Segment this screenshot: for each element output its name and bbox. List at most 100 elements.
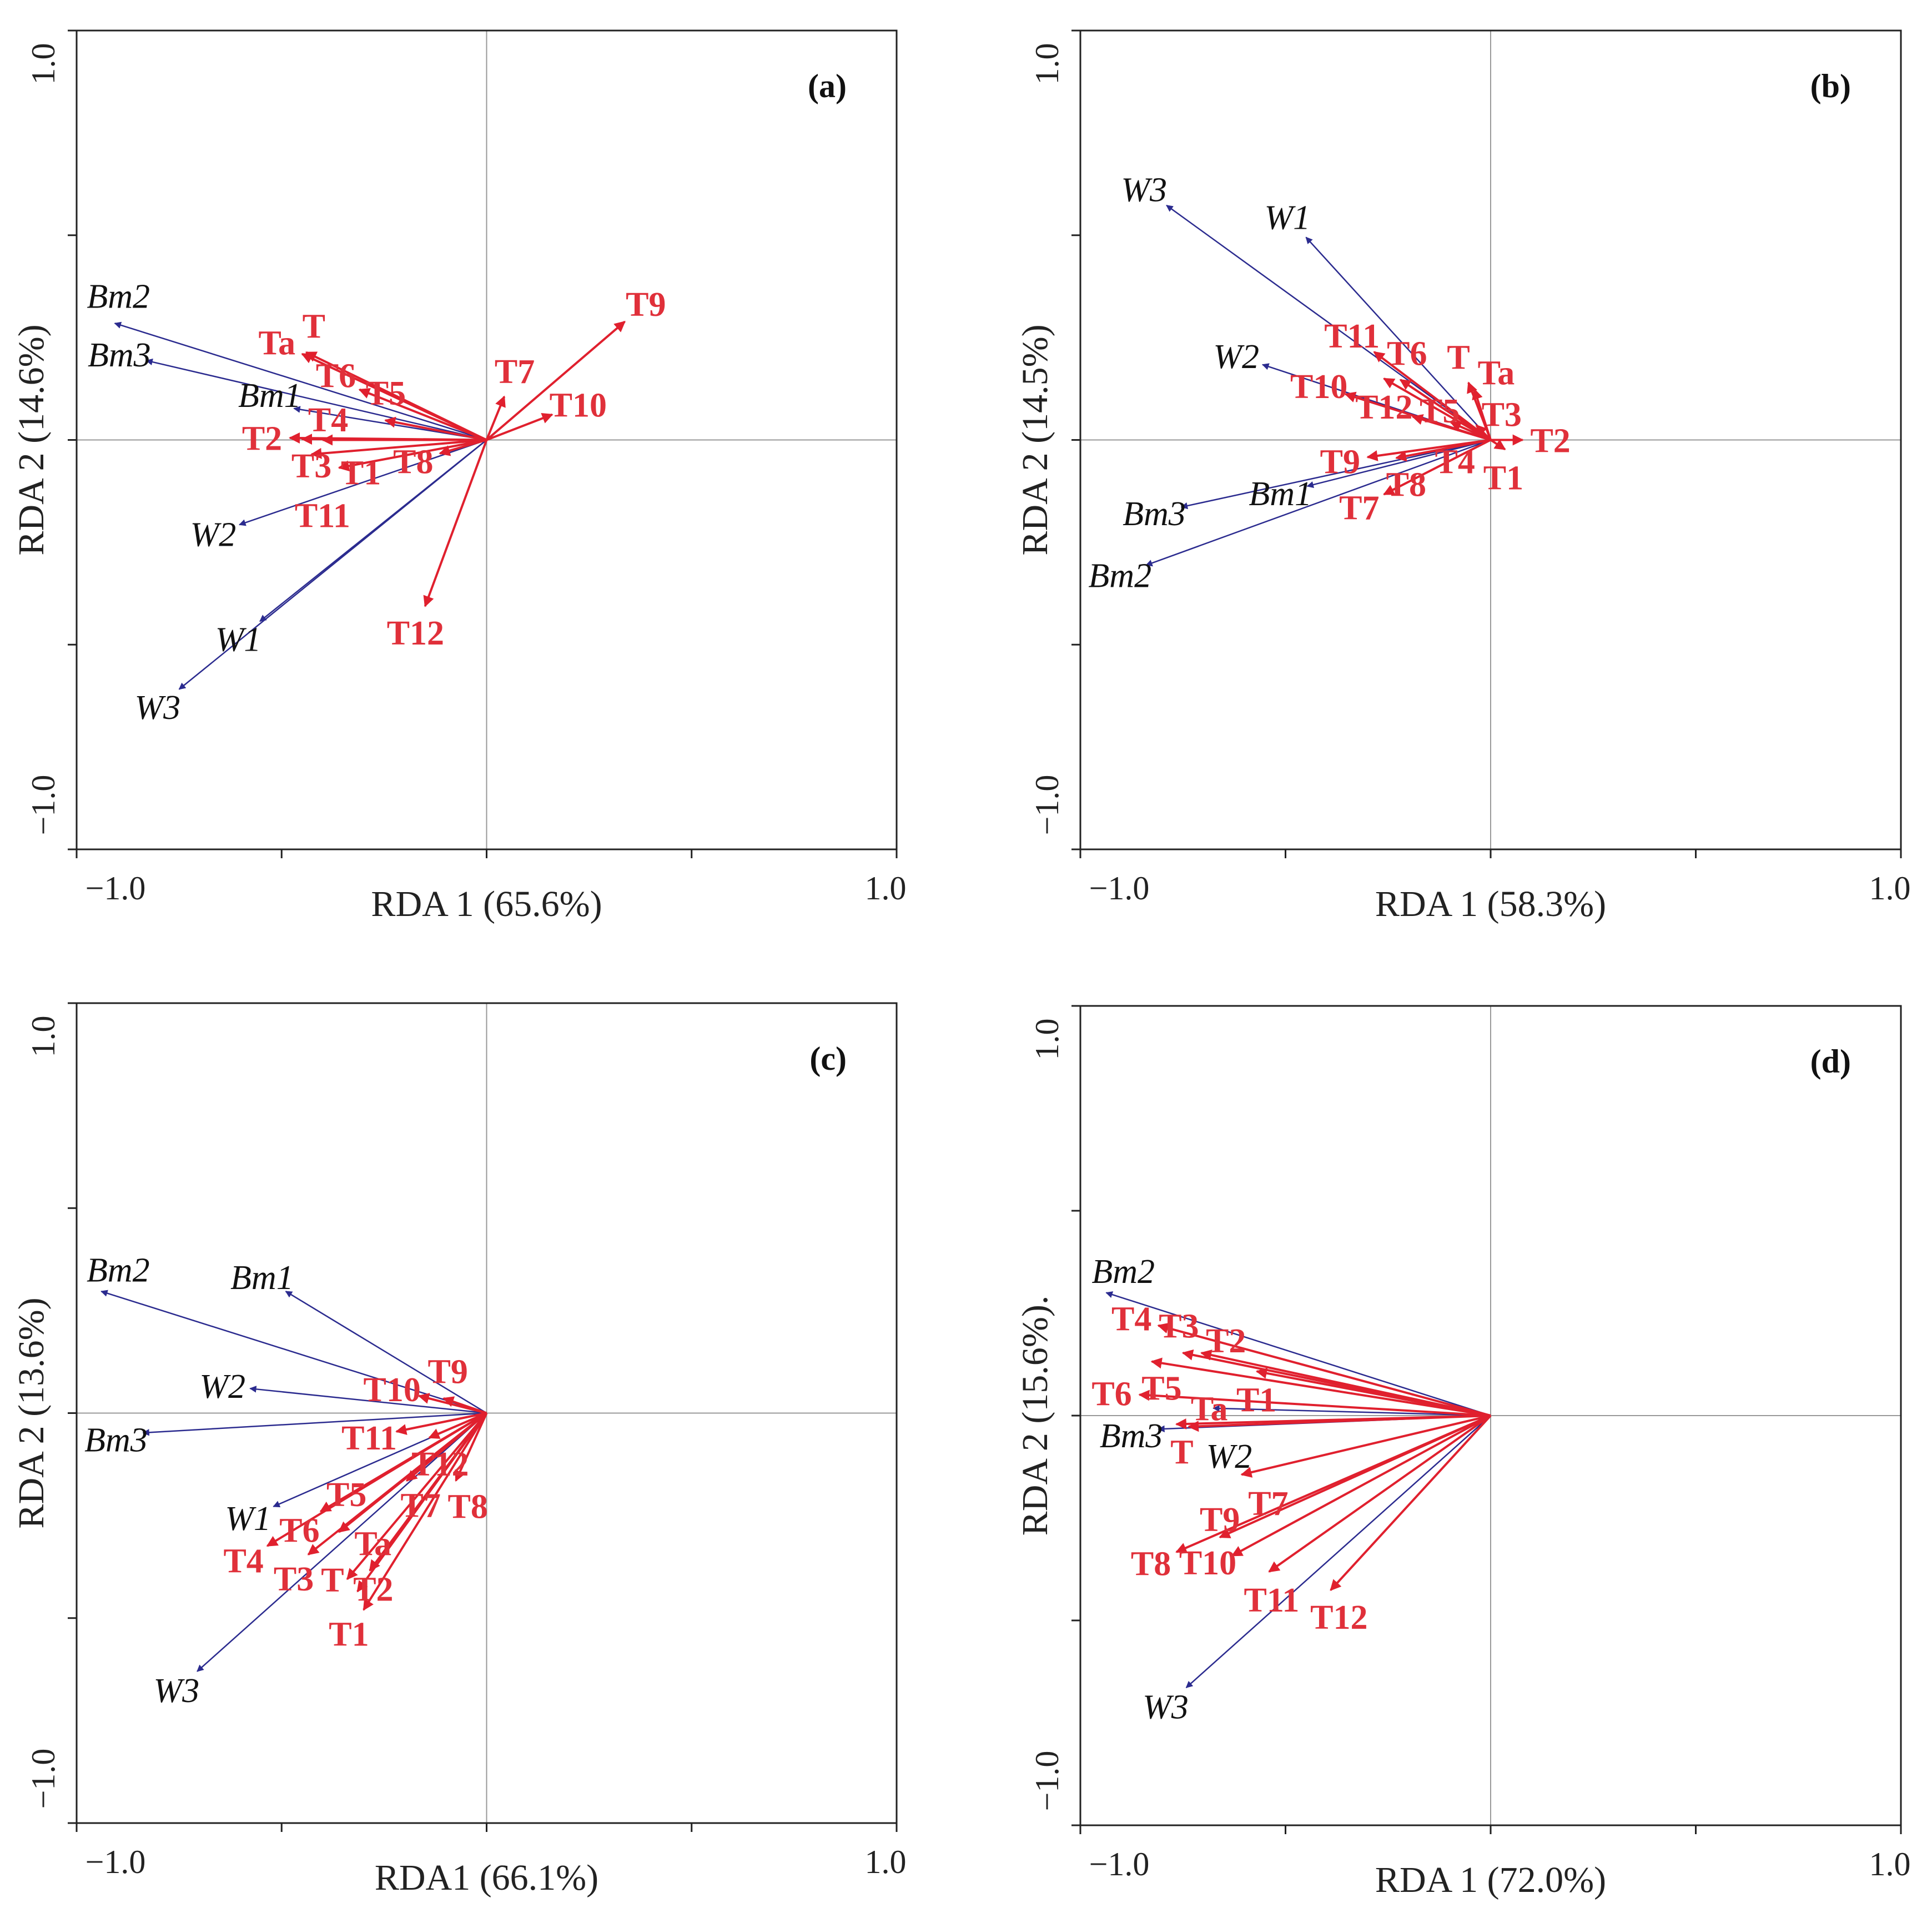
species-vector-t11 (395, 1412, 487, 1435)
x-tick-label: 1.0 (865, 1844, 907, 1880)
species-label-t10: T10 (1290, 368, 1347, 406)
species-label-t2: T2 (353, 1571, 393, 1609)
species-label-t10: T10 (364, 1371, 421, 1409)
species-vector-t3 (1181, 1349, 1491, 1417)
panel-letter: (d) (1810, 1043, 1851, 1080)
env-label-bm1: Bm1 (238, 377, 301, 415)
env-label-w2: W2 (1206, 1438, 1252, 1476)
vector-layer (114, 320, 626, 690)
species-label-t6: T6 (279, 1512, 319, 1549)
species-label-t1: T1 (1236, 1381, 1276, 1419)
biplot-panel-a: −1.0 1.0 −1.0 1.0 RDA 1 (65.6%) RDA 2 (14.6%)… (11, 29, 907, 924)
env-label-w2: W2 (1213, 338, 1259, 376)
x-axis-label: RDA 1 (65.6%) (371, 884, 602, 924)
species-label-t10: T10 (1179, 1544, 1236, 1582)
label-layer: W3 Bm2 T6 T4 T5 T8 Bm3 T T3 Ta T10 T2 T9 W2 T11 T7 T1 T12 (1091, 1253, 1367, 1726)
species-vector-t8 (455, 1412, 488, 1482)
species-label-t2: T2 (242, 420, 282, 457)
species-label-t6: T6 (1387, 335, 1427, 373)
species-label-t7: T7 (495, 353, 535, 391)
species-label-t11: T11 (1324, 318, 1380, 355)
species-label-t7: T7 (1339, 489, 1379, 527)
species-label-t8: T8 (393, 444, 433, 481)
species-vector-t3 (1475, 424, 1492, 441)
species-label-ta: Ta (1191, 1390, 1228, 1428)
species-label-t5: T5 (1420, 392, 1460, 430)
panel-letter: (c) (809, 1040, 847, 1077)
env-label-bm2: Bm2 (1091, 1253, 1155, 1291)
biplot-panel-d: −1.0 1.0 −1.0 1.0 RDA 1 (72.0%) RDA 2 (15.6%)… (1015, 1005, 1911, 1900)
species-vector-t12 (428, 1412, 487, 1439)
species-label-t: T (321, 1562, 344, 1599)
env-label-w1: W1 (215, 621, 261, 658)
vector-layer (100, 1290, 488, 1672)
species-label-t11: T11 (295, 497, 350, 535)
env-vector-w3 (197, 1412, 487, 1672)
y-tick-label: 1.0 (1029, 1019, 1065, 1060)
species-label-ta: Ta (354, 1525, 391, 1563)
y-tick-label: 1.0 (25, 43, 62, 85)
env-vector-bm3 (145, 358, 487, 441)
env-label-w3: W3 (134, 689, 180, 727)
y-axis-label: RDA 2 (14.6%) (11, 324, 52, 555)
env-label-w3: W3 (1121, 172, 1167, 209)
env-vector-w2 (249, 1386, 487, 1414)
env-vector-bm3 (142, 1412, 487, 1436)
env-label-bm1: Bm1 (1249, 475, 1312, 513)
env-label-w1: W1 (1264, 199, 1310, 236)
species-vector-t5 (1150, 1357, 1491, 1417)
x-axis-label: RDA 1 (72.0%) (1375, 1860, 1606, 1900)
species-label-t10: T10 (550, 387, 607, 425)
x-tick-label: −1.0 (85, 870, 146, 907)
y-axis-label: RDA 2 (14.5%) (1015, 324, 1055, 555)
species-vector-ta (1188, 1414, 1491, 1432)
species-vector-t7 (485, 395, 506, 441)
env-label-w2: W2 (199, 1368, 245, 1406)
env-vector-bm1 (1306, 439, 1491, 489)
species-label-t8: T8 (1386, 466, 1426, 504)
species-vector-t10 (486, 412, 554, 441)
species-vector-ta (1472, 388, 1492, 441)
species-label-t3: T3 (291, 447, 331, 485)
species-label-t12: T12 (387, 615, 444, 652)
env-vector-w3 (1166, 204, 1491, 441)
species-vector-t (356, 1412, 488, 1593)
env-label-w3: W3 (153, 1672, 199, 1710)
species-label-t9: T9 (1320, 443, 1360, 481)
x-axis-label: RDA1 (66.1%) (375, 1857, 598, 1898)
vector-layer (1145, 204, 1524, 567)
species-vector-t8 (1395, 439, 1491, 462)
x-tick-label: 1.0 (865, 870, 907, 907)
env-vector-bm2 (114, 321, 487, 441)
env-vector-bm1 (285, 1291, 487, 1414)
species-vector-t1 (363, 1412, 488, 1611)
species-vector-t12 (423, 439, 488, 607)
env-label-bm3: Bm3 (84, 1421, 148, 1459)
species-label-t4: T4 (1435, 443, 1475, 481)
env-vector-w2 (1212, 1404, 1491, 1417)
species-vector-t11 (338, 439, 487, 472)
env-vector-bm2 (1105, 1291, 1491, 1417)
species-label-t12: T12 (1355, 389, 1412, 426)
species-label-t12: T12 (1310, 1599, 1367, 1637)
species-vector-t9 (442, 1396, 487, 1414)
env-vector-w3 (178, 439, 487, 690)
species-label-ta: Ta (1478, 354, 1515, 392)
species-label-t11: T11 (341, 1419, 397, 1457)
species-vector-t4 (1450, 421, 1491, 441)
env-vector-bm2 (1145, 439, 1491, 567)
env-label-w1: W1 (225, 1500, 271, 1538)
species-label-t2: T2 (1206, 1322, 1246, 1360)
species-vector-t9 (1231, 1414, 1491, 1557)
species-label-t11: T11 (1244, 1582, 1300, 1619)
y-axis-label: RDA 2 (15.6%). (1015, 1296, 1055, 1536)
species-label-t7: T7 (400, 1487, 440, 1525)
y-tick-label: 1.0 (25, 1016, 62, 1058)
species-label-t3: T3 (1482, 396, 1522, 434)
env-label-bm3: Bm3 (1123, 495, 1186, 533)
species-label-t9: T9 (1200, 1501, 1240, 1539)
species-label-t4: T4 (1111, 1301, 1151, 1338)
species-label-t6: T6 (1091, 1375, 1131, 1413)
